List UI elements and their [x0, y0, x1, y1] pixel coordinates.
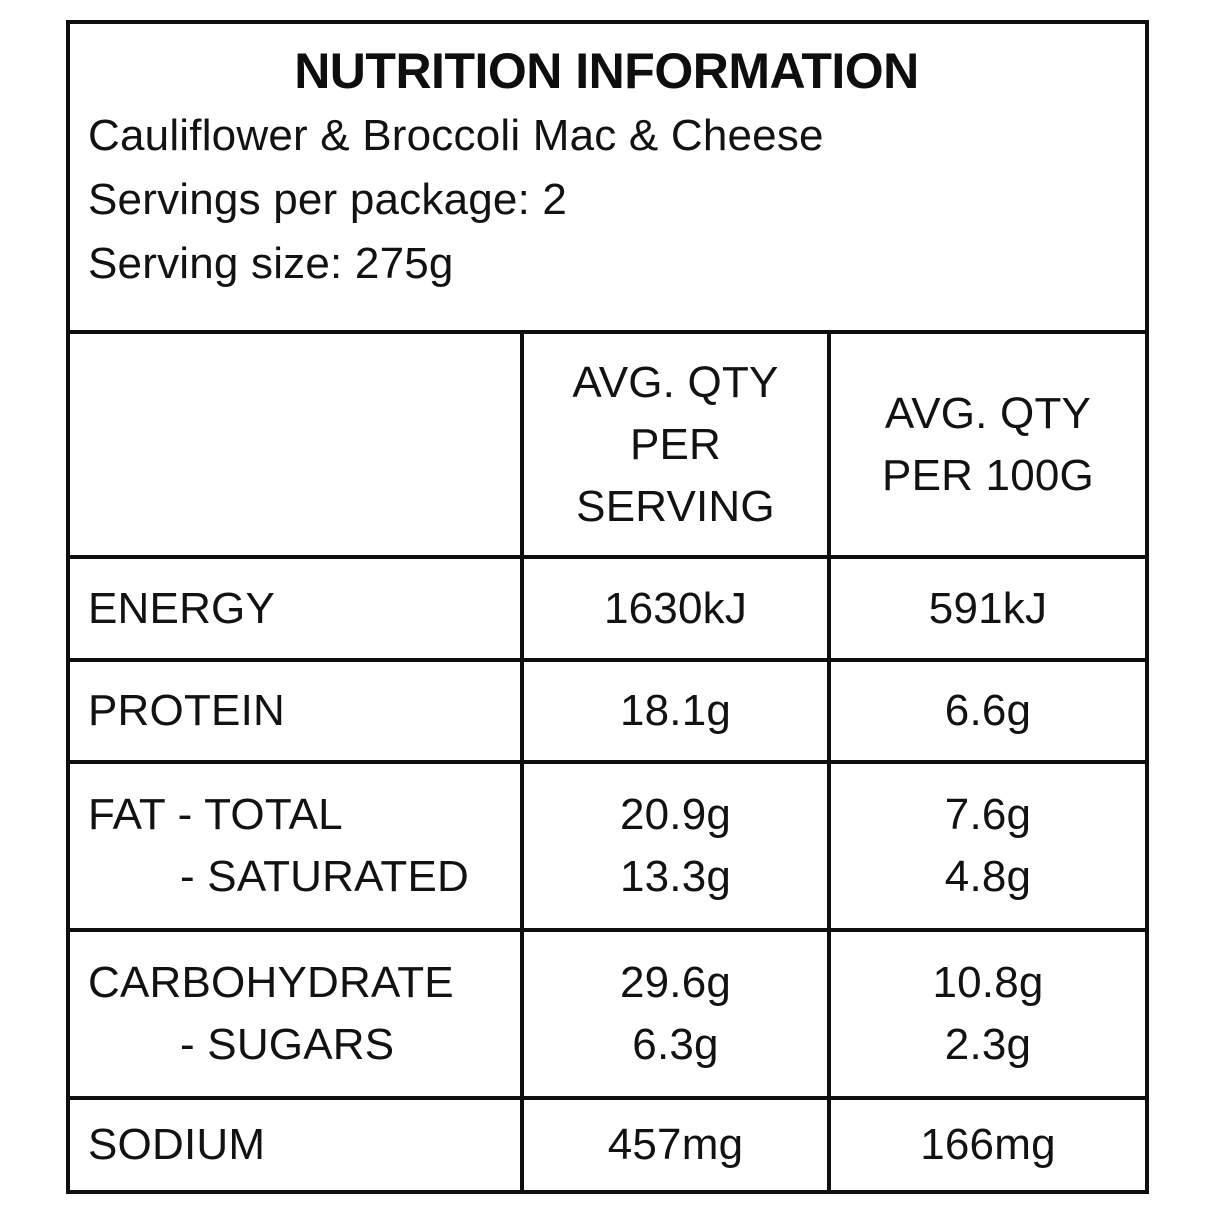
value-text: 18.1g — [619, 686, 732, 735]
value-text: 29.6g — [619, 958, 732, 1007]
protein-per-100g-value: 6.6g — [827, 658, 1145, 760]
row-sub-label-text: - SUGARS — [180, 1020, 395, 1069]
sodium-per-serving-value: 457mg — [520, 1096, 827, 1190]
carbohydrate-per-100g-values: 10.8g 2.3g — [827, 928, 1145, 1096]
col-header-line: PER — [629, 419, 722, 469]
row-label-text: CARBOHYDRATE — [88, 958, 454, 1007]
nutrition-table: AVG. QTY PER SERVING AVG. QTY PER 100G E… — [70, 330, 1145, 1190]
row-label-protein: PROTEIN — [70, 658, 520, 760]
row-label-sodium: SODIUM — [70, 1096, 520, 1190]
value-text: 2.3g — [944, 1020, 1032, 1069]
col-header-line: SERVING — [576, 481, 775, 531]
value-text: 20.9g — [619, 790, 732, 839]
protein-per-serving-value: 18.1g — [520, 658, 827, 760]
row-label-text: ENERGY — [88, 583, 276, 633]
serving-size: Serving size: 275g — [88, 239, 454, 288]
sodium-per-100g-value: 166mg — [827, 1096, 1145, 1190]
col-header-line: AVG. QTY — [884, 388, 1092, 438]
table-corner-cell — [70, 330, 520, 555]
fat-per-serving-values: 20.9g 13.3g — [520, 760, 827, 928]
product-name: Cauliflower & Broccoli Mac & Cheese — [88, 111, 824, 160]
value-text: 13.3g — [619, 852, 732, 901]
panel-title: NUTRITION INFORMATION — [294, 43, 919, 99]
value-text: 457mg — [607, 1120, 744, 1169]
servings-per-package: Servings per package: 2 — [88, 175, 568, 224]
row-label-energy: ENERGY — [70, 555, 520, 658]
value-text: 6.3g — [632, 1020, 719, 1069]
nutrition-panel: NUTRITION INFORMATION Cauliflower & Broc… — [66, 20, 1149, 1194]
energy-per-100g-value: 591kJ — [827, 555, 1145, 658]
col-header-line: AVG. QTY — [572, 357, 779, 407]
row-label-text: SODIUM — [88, 1120, 266, 1169]
panel-header: NUTRITION INFORMATION Cauliflower & Broc… — [70, 24, 1145, 330]
col-header-per-100g: AVG. QTY PER 100G — [827, 330, 1145, 555]
value-text: 166mg — [920, 1120, 1056, 1169]
col-header-line: PER 100G — [882, 450, 1094, 500]
energy-per-serving-value: 1630kJ — [520, 555, 827, 658]
value-text: 4.8g — [944, 852, 1032, 901]
value-text: 1630kJ — [603, 583, 748, 633]
row-label-fat: FAT - TOTAL - SATURATED — [70, 760, 520, 928]
row-label-text: PROTEIN — [88, 686, 285, 735]
row-label-text: FAT - TOTAL — [88, 790, 343, 839]
fat-per-100g-values: 7.6g 4.8g — [827, 760, 1145, 928]
col-header-per-serving: AVG. QTY PER SERVING — [520, 330, 827, 555]
row-sub-label-text: - SATURATED — [180, 852, 470, 901]
value-text: 7.6g — [944, 790, 1032, 839]
value-text: 10.8g — [932, 958, 1044, 1007]
value-text: 6.6g — [944, 686, 1032, 735]
carbohydrate-per-serving-values: 29.6g 6.3g — [520, 928, 827, 1096]
row-label-carbohydrate: CARBOHYDRATE - SUGARS — [70, 928, 520, 1096]
value-text: 591kJ — [928, 583, 1048, 633]
